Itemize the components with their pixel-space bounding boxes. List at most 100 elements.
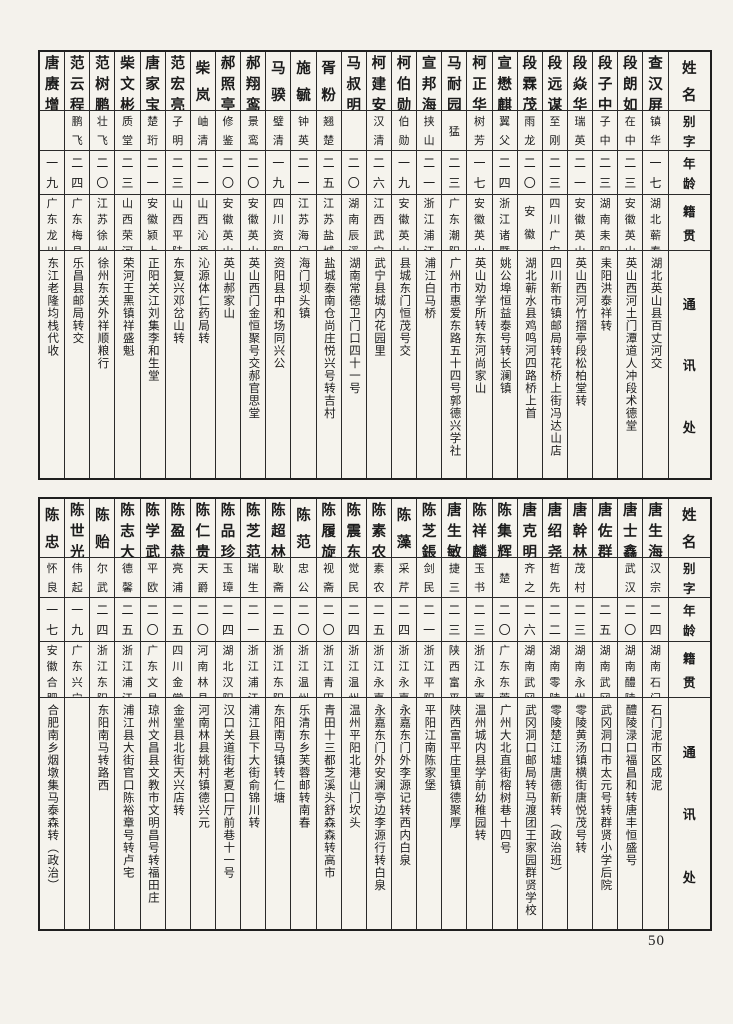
header-alias: 别字 (668, 557, 711, 597)
alias-cell (40, 110, 65, 150)
person-column: 范宏亮子明二三山西平陆东复兴邓岔山转 (164, 52, 190, 478)
native-place-cell: 浙江东阳 (90, 641, 115, 697)
name-cell: 郝照亭 (220, 56, 236, 110)
alias-cell: 齐之 (517, 557, 542, 597)
contact-cell: 青田十三都芝溪头舒森森转高市 (316, 697, 341, 929)
age-cell: 二五 (115, 597, 140, 641)
native-place-cell: 江苏海门 (291, 194, 316, 250)
person-column: 陈品珍玉璋二四湖北汉阳汉口关道街老夏口厅前巷十一号 (214, 499, 241, 929)
native-place-cell: 湖北汉阳 (215, 641, 241, 697)
age-cell: 二四 (391, 597, 417, 641)
native-place-cell: 湖南石门 (643, 641, 668, 697)
contact-cell: 平阳江南陈家堡 (417, 697, 442, 929)
age-cell: 二〇 (341, 150, 366, 194)
age-cell: 二三 (567, 597, 593, 641)
name-cell: 陈学武 (145, 503, 160, 557)
native-place-cell: 湖南武冈 (517, 641, 542, 697)
page-number: 50 (648, 933, 665, 949)
age-cell: 二二 (542, 597, 567, 641)
header-contact: 通讯处 (668, 697, 711, 929)
person-column: 陈震东觉民二四浙江温州温州平阳北港山门坎头 (340, 499, 366, 929)
name-cell: 范云程 (69, 56, 85, 110)
native-place-cell: 四川金堂 (165, 641, 190, 697)
contact-cell: 海门坝头镇 (291, 250, 316, 478)
contact-cell: 汉口关道街老夏口厅前巷十一号 (215, 697, 241, 929)
person-column: 陈集辉楚二〇广东东莞广州大北直街榕树巷十四号 (491, 499, 517, 929)
person-column: 陈素农素农二五浙江永嘉永嘉东门外安澜亭边李源行转白泉 (365, 499, 391, 929)
native-place-cell: 浙江温州 (291, 641, 316, 697)
contact-cell: 武冈洞口邮局转马渡团王家园群贤学校 (517, 697, 542, 929)
person-column: 陈超林耿斋二五浙江东阳东阳南马镇转仁塘 (265, 499, 291, 929)
native-place-cell: 浙江诸暨 (492, 194, 517, 250)
contact-cell: 英山西河竹摺亭段松柏堂转 (567, 250, 593, 478)
alias-cell: 景鸾 (241, 110, 266, 150)
alias-cell: 汉清 (366, 110, 391, 150)
age-cell: 二三 (165, 150, 190, 194)
header-column: 姓名别字年龄籍贯通讯处 (667, 52, 711, 478)
age-cell: 二一 (567, 150, 593, 194)
name-cell: 唐生海 (648, 503, 663, 557)
alias-cell: 忠公 (291, 557, 316, 597)
contact-cell (65, 697, 90, 929)
alias-cell: 瑞生 (241, 557, 266, 597)
age-cell: 二〇 (316, 597, 341, 641)
person-column: 唐生海汉宗二四湖南石门石门泥市区成泥 (642, 499, 668, 929)
alias-cell: 剑民 (417, 557, 442, 597)
name-cell: 陈盈恭 (170, 503, 186, 557)
alias-cell: 德馨 (115, 557, 140, 597)
contact-cell: 东阳南马镇转仁塘 (266, 697, 291, 929)
person-column: 唐绍尧哲先二二湖南零陵零陵楚江墟唐德新转（政治班） (541, 499, 567, 929)
person-column: 范云程鹏飞二四广东梅县乐昌县邮局转交 (64, 52, 90, 478)
age-cell: 一七 (643, 150, 668, 194)
person-column: 胥粉翘楚二五江苏盐城盐城泰南仓尚庄悦兴号转吉村 (315, 52, 341, 478)
native-place-cell: 浙江永嘉 (391, 641, 417, 697)
name-cell: 马骙 (271, 61, 286, 104)
name-cell: 陈祥麟 (472, 503, 487, 557)
native-place-cell: 广东东莞 (492, 641, 517, 697)
person-column: 柯正华树芳一七安徽英山英山劝学所转东河尚家山 (466, 52, 492, 478)
person-column: 查汉屏镇华一七湖北蕲春湖北英山县百丈河交 (642, 52, 668, 478)
name-cell: 陈志大 (120, 503, 135, 557)
contact-cell: 零陵楚江墟唐德新转（政治班） (542, 697, 567, 929)
contact-cell: 浦江县下大街俞锦川转 (241, 697, 266, 929)
alias-cell: 璧清 (266, 110, 291, 150)
name-cell: 唐克明 (522, 503, 537, 557)
contact-cell: 英山西门金恒聚号交郝官思堂 (241, 250, 266, 478)
age-cell: 二三 (593, 150, 618, 194)
age-cell: 二六 (366, 150, 391, 194)
person-column: 唐生敏捷三二三陕西富平陕西富平庄里镇德聚厚 (441, 499, 467, 929)
age-cell: 二五 (593, 597, 618, 641)
age-cell: 二四 (90, 597, 115, 641)
header-alias: 别字 (668, 110, 711, 150)
native-place-cell: 湖南零陵 (542, 641, 567, 697)
native-place-cell: 四川广安 (542, 194, 567, 250)
contact-cell: 醴陵渌口福昌和转唐丰恒盛号 (618, 697, 643, 929)
age-cell: 二〇 (241, 150, 266, 194)
native-place-cell: 江西武宁 (366, 194, 391, 250)
age-cell: 二三 (542, 150, 567, 194)
alias-cell: 素农 (366, 557, 391, 597)
name-cell: 胥粉 (321, 61, 336, 104)
alias-cell: 伯勋 (391, 110, 417, 150)
contact-cell: 正阳关江刘集李和生堂 (140, 250, 165, 478)
native-place-cell: 浙江浦江 (417, 194, 442, 250)
header-native-place: 籍贯 (668, 194, 711, 250)
name-cell: 段朗如 (623, 56, 638, 110)
person-column: 马骙璧清一九四川资阳资阳县中和场同兴公 (265, 52, 291, 478)
age-cell: 二三 (442, 597, 467, 641)
age-cell: 二一 (417, 150, 442, 194)
contact-cell: 姚公埠恒益泰号转长澜镇 (492, 250, 517, 478)
native-place-cell: 浙江平阳 (417, 641, 442, 697)
alias-cell: 楚珩 (140, 110, 165, 150)
native-place-cell: 江苏徐州 (90, 194, 115, 250)
name-cell: 段子中 (597, 56, 613, 110)
person-column: 唐士鑫武汉二〇湖南醴陵醴陵渌口福昌和转唐丰恒盛号 (617, 499, 643, 929)
age-cell: 二四 (643, 597, 668, 641)
native-place-cell: 山西荣河 (115, 194, 140, 250)
age-cell: 二四 (492, 150, 517, 194)
native-place-cell: 河南林县 (190, 641, 215, 697)
name-cell: 柴岚 (195, 61, 211, 104)
contact-cell: 英山劝学所转东河尚家山 (467, 250, 492, 478)
alias-cell: 玉书 (467, 557, 492, 597)
